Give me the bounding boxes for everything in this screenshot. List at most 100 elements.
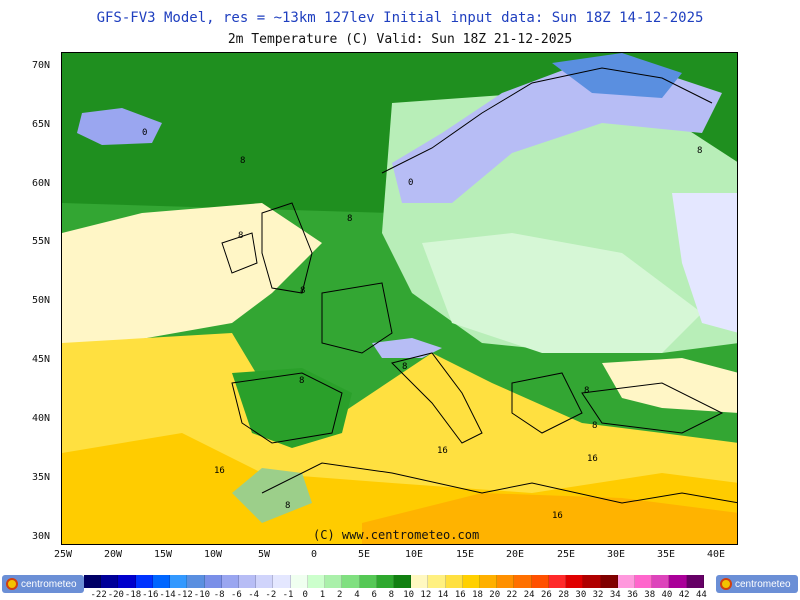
contour-label: 8 bbox=[697, 146, 702, 156]
lon-label: 20W bbox=[103, 549, 123, 560]
map-subtitle: 2m Temperature (C) Valid: Sun 18Z 21-12-… bbox=[227, 32, 573, 47]
lon-label: 5E bbox=[357, 549, 371, 560]
colorbar-tick-label: 24 bbox=[523, 590, 535, 600]
colorbar-tick-label: 36 bbox=[627, 590, 638, 600]
colorbar-tick-label: 40 bbox=[661, 590, 673, 600]
colorbar-swatch bbox=[238, 575, 257, 588]
contour-label: 8 bbox=[299, 376, 304, 386]
colorbar-tick-labels: -22 -20 -18 -16 -14 -12 -10 -8 -6 -4 -2 -1 0 1 2 4 6 8 10 1… bbox=[90, 590, 710, 600]
colorbar-swatch bbox=[376, 575, 394, 588]
lon-label: 35E bbox=[656, 549, 676, 560]
colorbar-tick-label: -6 bbox=[230, 590, 242, 600]
logo-icon bbox=[6, 578, 18, 590]
centrometeo-logo-right[interactable]: centrometeo bbox=[716, 575, 798, 593]
colorbar-swatch bbox=[221, 575, 239, 588]
colorbar-tick-label: 28 bbox=[558, 590, 570, 600]
colorbar-swatch bbox=[84, 575, 102, 588]
lon-label: 10E bbox=[404, 549, 424, 560]
colorbar-swatch bbox=[256, 575, 274, 588]
contour-label: 8 bbox=[238, 231, 243, 241]
lat-label: 50N bbox=[32, 295, 51, 306]
contour-label: 0 bbox=[408, 178, 413, 188]
colorbar-swatch bbox=[170, 575, 188, 588]
colorbar-swatch bbox=[290, 575, 308, 588]
contour-label: 8 bbox=[402, 362, 407, 372]
colorbar-swatch bbox=[480, 575, 498, 588]
colorbar-swatch bbox=[652, 575, 670, 588]
colorbar-tick-label: -22 bbox=[90, 590, 107, 600]
colorbar-swatch bbox=[204, 575, 222, 588]
colorbar-swatch bbox=[342, 575, 360, 588]
colorbar-swatch bbox=[686, 575, 704, 588]
contour-label: 16 bbox=[214, 466, 225, 476]
colorbar-tick-label: 22 bbox=[506, 590, 518, 600]
colorbar-swatch bbox=[635, 575, 653, 588]
lat-label: 70N bbox=[32, 60, 51, 71]
colorbar-tick-label: -1 bbox=[282, 590, 294, 600]
colorbar-swatch bbox=[669, 575, 687, 588]
lon-label: 10W bbox=[203, 549, 223, 560]
colorbar-tick-label: -4 bbox=[248, 590, 260, 600]
colorbar-tick-label: 42 bbox=[678, 590, 690, 600]
contour-label: 8 bbox=[300, 286, 305, 296]
temperature-colorbar bbox=[84, 575, 704, 588]
contour-label: 16 bbox=[552, 511, 563, 521]
colorbar-tick-label: 30 bbox=[575, 590, 587, 600]
colorbar-tick-label: -10 bbox=[193, 590, 211, 600]
colorbar-tick-label: 10 bbox=[403, 590, 415, 600]
colorbar-tick-label: 16 bbox=[454, 590, 466, 600]
logo-text: centrometeo bbox=[735, 578, 791, 590]
colorbar-tick-label: 44 bbox=[695, 590, 707, 600]
contour-label: 8 bbox=[347, 214, 352, 224]
colorbar-tick-label: 2 bbox=[337, 590, 343, 600]
colorbar-swatch bbox=[583, 575, 601, 588]
colorbar-tick-label: -14 bbox=[159, 590, 176, 600]
colorbar-swatch bbox=[514, 575, 532, 588]
colorbar-swatch bbox=[273, 575, 291, 588]
colorbar-tick-label: 14 bbox=[437, 590, 449, 600]
colorbar-swatch bbox=[307, 575, 326, 588]
colorbar-tick-label: 38 bbox=[644, 590, 656, 600]
colorbar-tick-label: 1 bbox=[319, 590, 326, 600]
colorbar-tick-label: -12 bbox=[176, 590, 193, 600]
temperature-map: 0 8 8 8 8 8 0 8 8 8 8 16 16 16 16 8 bbox=[61, 52, 738, 545]
contour-label: 8 bbox=[592, 421, 597, 431]
colorbar-swatch bbox=[101, 575, 119, 588]
colorbar-tick-label: 26 bbox=[540, 590, 552, 600]
lat-label: 35N bbox=[32, 472, 51, 483]
colorbar-swatch bbox=[135, 575, 153, 588]
colorbar-swatch bbox=[617, 575, 635, 588]
colorbar-swatch bbox=[497, 575, 515, 588]
lat-label: 60N bbox=[32, 178, 51, 189]
colorbar-tick-label: 32 bbox=[592, 590, 604, 600]
colorbar-tick-label: 12 bbox=[420, 590, 432, 600]
lon-label: 25W bbox=[53, 549, 73, 560]
centrometeo-logo-left[interactable]: centrometeo bbox=[2, 575, 84, 593]
contour-label: 8 bbox=[285, 501, 290, 511]
colorbar-tick-label: -2 bbox=[265, 590, 277, 600]
colorbar-swatch bbox=[445, 575, 463, 588]
colorbar-tick-label: -20 bbox=[107, 590, 124, 600]
colorbar-tick-label: 6 bbox=[371, 590, 377, 600]
contour-label: 8 bbox=[240, 156, 245, 166]
lat-label: 55N bbox=[32, 236, 51, 247]
colorbar-swatch bbox=[462, 575, 481, 588]
contour-label: 16 bbox=[437, 446, 448, 456]
colorbar-swatch bbox=[325, 575, 343, 588]
colorbar-tick-label: 4 bbox=[354, 590, 360, 600]
contour-label: 0 bbox=[142, 128, 147, 138]
colorbar-swatch bbox=[531, 575, 549, 588]
colorbar-tick-label: 8 bbox=[388, 590, 395, 600]
lat-label: 65N bbox=[32, 119, 51, 130]
colorbar-tick-label: 18 bbox=[472, 590, 483, 600]
lon-label: 5W bbox=[257, 549, 271, 560]
colorbar-swatch bbox=[566, 575, 584, 588]
colorbar-swatch bbox=[411, 575, 429, 588]
colorbar-swatch bbox=[428, 575, 446, 588]
colorbar-swatch bbox=[152, 575, 171, 588]
lon-label: 15E bbox=[455, 549, 475, 560]
colorbar-tick-label: 0 bbox=[302, 590, 308, 600]
colorbar-tick-label: -16 bbox=[142, 590, 159, 600]
colorbar-tick-label: -18 bbox=[124, 590, 142, 600]
lat-label: 40N bbox=[32, 413, 51, 424]
